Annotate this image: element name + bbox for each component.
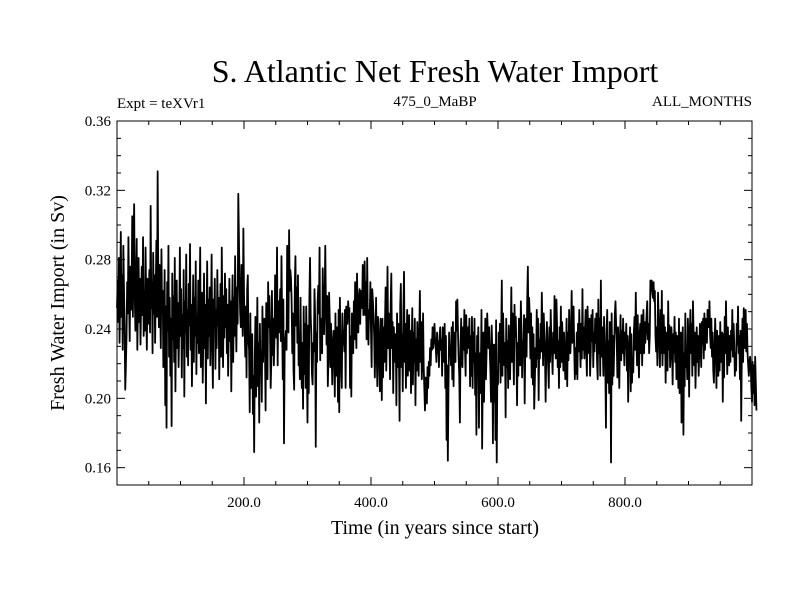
months-label: ALL_MONTHS	[652, 94, 752, 110]
y-tick-label: 0.16	[85, 461, 112, 477]
chart-title: S. Atlantic Net Fresh Water Import	[212, 53, 659, 89]
y-tick-label: 0.36	[85, 114, 112, 130]
x-axis-ticks: 200.0 400.0 600.0 800.0	[148, 121, 721, 511]
x-tick-label: 400.0	[354, 495, 388, 511]
experiment-label: Expt = teXVr1	[117, 96, 205, 112]
y-axis-label: Fresh Water Import (in Sv)	[47, 195, 69, 411]
x-axis-label: Time (in years since start)	[331, 517, 539, 539]
y-axis-ticks: 0.16 0.20 0.24 0.28 0.32 0.36	[85, 114, 752, 486]
y-tick-label: 0.20	[85, 391, 111, 407]
y-tick-label: 0.32	[85, 183, 111, 199]
x-tick-label: 200.0	[227, 495, 261, 511]
x-tick-label: 800.0	[608, 495, 642, 511]
y-tick-label: 0.28	[85, 253, 111, 269]
x-tick-label: 600.0	[481, 495, 515, 511]
plot-frame	[116, 120, 753, 486]
fresh-water-import-line	[116, 170, 758, 464]
y-tick-label: 0.24	[85, 322, 112, 338]
period-label: 475_0_MaBP	[393, 94, 476, 110]
